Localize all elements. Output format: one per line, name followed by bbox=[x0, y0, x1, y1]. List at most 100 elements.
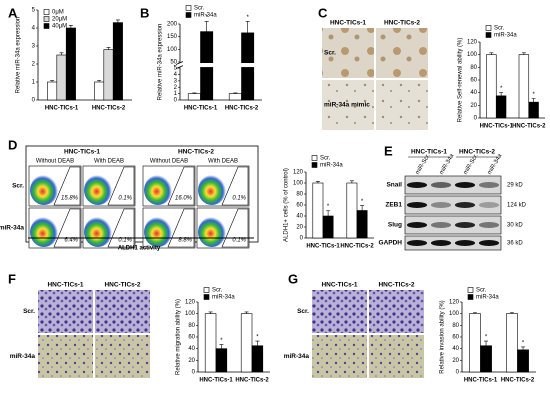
gate-percentage: 15.8% bbox=[61, 196, 79, 202]
legend-swatch bbox=[467, 287, 474, 293]
bar bbox=[204, 313, 217, 373]
error-bar bbox=[59, 52, 64, 55]
legend-label: 0μM bbox=[52, 10, 64, 16]
x-tick-label: HNC-TICs-1 bbox=[464, 378, 498, 384]
panel-letter: F bbox=[8, 271, 16, 286]
error-bar bbox=[499, 92, 504, 96]
significance-mark: * bbox=[532, 92, 535, 98]
bar bbox=[228, 93, 242, 101]
error-bar bbox=[349, 180, 354, 183]
column-label: HNC-TICs-1 bbox=[47, 282, 83, 289]
significance-mark: * bbox=[327, 204, 330, 210]
error-bar bbox=[68, 25, 73, 28]
bar bbox=[480, 345, 492, 373]
y-tick-label: 3 bbox=[174, 78, 178, 84]
y-tick-label: 40 bbox=[470, 90, 477, 96]
y-tick-label: 20 bbox=[296, 225, 303, 231]
y-tick-label: 1 bbox=[174, 91, 178, 97]
legend-swatch bbox=[43, 16, 50, 22]
cell-cloud bbox=[84, 175, 112, 205]
error-bar bbox=[204, 21, 209, 32]
gate-percentage: 6.4% bbox=[64, 238, 78, 244]
row-label: miR-34a bbox=[0, 225, 24, 232]
micrograph bbox=[95, 290, 150, 333]
gate-percentage: 0.1% bbox=[118, 196, 132, 202]
cell-cloud bbox=[144, 175, 172, 205]
micrograph bbox=[376, 28, 428, 78]
micrograph bbox=[322, 80, 374, 130]
legend-label: Scr. bbox=[476, 288, 487, 294]
x-tick-label: HNC-TICs-1 bbox=[45, 106, 79, 112]
row-label: Scr. bbox=[12, 183, 24, 190]
blot-strip bbox=[404, 215, 502, 235]
column-label: HNC-TICs-2 bbox=[378, 282, 414, 289]
error-bar bbox=[484, 340, 489, 346]
cell-cloud bbox=[198, 175, 226, 205]
y-tick-label: 20 bbox=[470, 103, 477, 109]
blot-band bbox=[478, 202, 500, 208]
y-tick-label: 4 bbox=[174, 72, 178, 78]
error-bar bbox=[115, 19, 120, 23]
blot-band bbox=[430, 182, 452, 188]
x-axis-label: ALDH1 activity bbox=[118, 246, 161, 252]
row-label: Scr. bbox=[324, 50, 336, 57]
blot-band bbox=[430, 240, 452, 246]
bar bbox=[346, 182, 358, 239]
significance-mark: * bbox=[485, 335, 488, 341]
group-label: HNC-TICs-2 bbox=[178, 149, 214, 156]
error-bar bbox=[192, 92, 197, 94]
error-bar bbox=[233, 92, 238, 94]
error-bar bbox=[245, 21, 250, 33]
y-tick-label: 100 bbox=[167, 47, 178, 53]
legend-label: miR-34a bbox=[494, 33, 517, 39]
y-tick-label: 60 bbox=[470, 78, 477, 84]
x-tick-label: HNC-TICs-2 bbox=[501, 378, 535, 384]
gate bbox=[53, 166, 81, 206]
blot-strip bbox=[404, 195, 502, 215]
blot-band bbox=[454, 202, 476, 208]
significance-mark: * bbox=[256, 335, 259, 341]
bar bbox=[486, 54, 497, 119]
error-bar bbox=[472, 312, 477, 314]
axis-break bbox=[177, 63, 265, 68]
y-tick-label: 120 bbox=[185, 300, 196, 306]
error-bar bbox=[244, 311, 249, 314]
x-tick-label: HNC-TICs-2 bbox=[235, 378, 269, 384]
y-tick-label: 100 bbox=[449, 311, 460, 317]
legend-swatch bbox=[203, 294, 210, 300]
column-label: HNC-TICs-1 bbox=[321, 282, 357, 289]
y-tick-label: 1 bbox=[32, 80, 36, 86]
bar bbox=[517, 349, 529, 373]
legend-swatch bbox=[185, 12, 192, 18]
y-tick-label: 0 bbox=[192, 370, 196, 376]
cell-cloud bbox=[84, 217, 112, 247]
error-bar bbox=[521, 52, 526, 55]
y-tick-label: 100 bbox=[185, 311, 196, 317]
legend-swatch bbox=[43, 23, 50, 29]
y-axis-label: ALDH1+ cells (% of control) bbox=[284, 168, 290, 242]
cell-cloud bbox=[144, 217, 172, 247]
column-label: Without DEAB bbox=[36, 159, 74, 165]
size-label: 36 kD bbox=[507, 241, 523, 247]
gate bbox=[53, 208, 81, 248]
bar bbox=[312, 182, 324, 239]
lane-label: miR-Scr. bbox=[415, 153, 432, 176]
gate-percentage: 0.1% bbox=[232, 196, 246, 202]
gate bbox=[167, 166, 195, 206]
y-tick-label: 0 bbox=[32, 98, 36, 104]
legend-label: miR-34a bbox=[212, 295, 235, 301]
y-tick-label: 50 bbox=[170, 60, 177, 66]
error-bar bbox=[97, 80, 102, 82]
size-label: 29 kD bbox=[507, 183, 523, 189]
x-tick-label: HNC-TICs-1 bbox=[306, 244, 340, 250]
y-tick-label: 200 bbox=[167, 22, 178, 28]
panel-letter: G bbox=[288, 271, 298, 286]
bar bbox=[322, 215, 334, 239]
error-bar bbox=[208, 311, 213, 314]
protein-label: GAPDH bbox=[379, 240, 403, 247]
legend-swatch bbox=[185, 5, 192, 11]
blot-band bbox=[430, 222, 452, 228]
significance-mark: * bbox=[205, 15, 208, 21]
blot-band bbox=[406, 182, 428, 188]
